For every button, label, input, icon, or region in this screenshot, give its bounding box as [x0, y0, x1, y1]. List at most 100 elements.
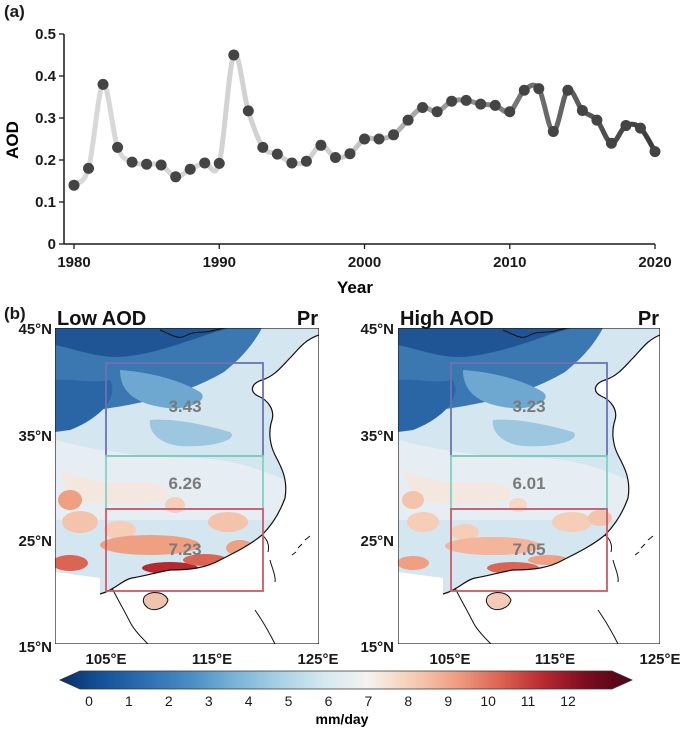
south-box-value: 7.23 — [168, 540, 201, 559]
aod-point-2011 — [518, 84, 530, 96]
aod-point-1981 — [83, 162, 95, 174]
aod-point-2015 — [576, 104, 588, 116]
aod-point-1988 — [184, 163, 196, 175]
x-tick-label: 2000 — [348, 254, 381, 271]
panel-b-letter: (b) — [4, 304, 26, 323]
lat-label: 35°N — [360, 428, 394, 445]
lat-label: 15°N — [18, 639, 52, 656]
aod-point-1983 — [112, 141, 124, 153]
aod-point-1999 — [344, 148, 356, 160]
aod-point-2019 — [634, 122, 646, 134]
aod-point-1995 — [286, 157, 298, 169]
lon-label: 115°E — [535, 651, 575, 668]
aod-point-1996 — [300, 155, 312, 167]
colorbar-tick-label: 12 — [560, 693, 576, 709]
north-box-value: 3.23 — [512, 397, 545, 416]
y-tick-label: 0.4 — [35, 68, 57, 85]
lon-label: 105°E — [429, 651, 470, 668]
y-tick-label: 0.3 — [35, 110, 56, 127]
aod-point-1997 — [315, 139, 327, 151]
lat-label: 15°N — [360, 639, 394, 656]
aod-point-2014 — [562, 84, 574, 96]
hainan-island — [142, 592, 169, 611]
aod-point-1998 — [329, 151, 341, 163]
colorbar-tick-label: 10 — [480, 693, 496, 709]
map-variable: Pr — [638, 308, 659, 330]
aod-point-1994 — [271, 148, 283, 160]
aod-point-2001 — [373, 133, 385, 145]
colorbar-tick-label: 8 — [404, 693, 412, 709]
aod-point-2007 — [460, 94, 472, 106]
y-tick-label: 0.5 — [35, 26, 56, 43]
aod-time-series-chart: 0 0.1 0.2 0.3 0.4 0.5 1980 1990 2000 2010 2020 AO… — [3, 26, 672, 297]
aod-point-1992 — [242, 105, 254, 117]
lat-label: 35°N — [18, 428, 52, 445]
lon-label: 125°E — [297, 651, 338, 668]
colorbar-tick-label: 5 — [285, 693, 293, 709]
map-high-aod: 3.23 6.01 7.05 High AOD Pr 45°N 35°N 25°… — [360, 308, 680, 668]
north-box-value: 3.43 — [168, 397, 201, 416]
colorbar-tick-label: 3 — [205, 693, 213, 709]
aod-point-2003 — [402, 114, 414, 126]
region-box-south — [105, 508, 264, 592]
aod-point-1985 — [141, 158, 153, 170]
hainan-island — [485, 592, 512, 611]
ocean-area — [443, 328, 660, 644]
lat-label: 45°N — [360, 321, 394, 338]
lat-label: 25°N — [360, 533, 394, 550]
y-tick-label: 0 — [48, 236, 56, 253]
lon-label: 115°E — [192, 651, 232, 668]
y-tick-label: 0.1 — [35, 194, 56, 211]
aod-series-points — [68, 49, 661, 191]
aod-point-2018 — [620, 120, 632, 132]
aod-point-1986 — [155, 159, 167, 171]
aod-point-2006 — [446, 95, 458, 107]
colorbar-tick-label: 6 — [325, 693, 333, 709]
colorbar-label: mm/day — [316, 711, 369, 727]
coastline — [442, 334, 660, 595]
x-ticks: 1980 1990 2000 2010 2020 — [57, 244, 672, 271]
aod-point-1987 — [170, 171, 182, 183]
aod-point-2013 — [547, 125, 559, 137]
aod-point-2017 — [605, 137, 617, 149]
x-tick-label: 2020 — [638, 254, 671, 271]
panel-a-letter: (a) — [4, 2, 25, 21]
aod-point-2002 — [388, 129, 400, 141]
aod-point-2005 — [431, 106, 443, 118]
aod-point-1980 — [68, 179, 80, 191]
lat-label: 25°N — [18, 533, 52, 550]
aod-point-1984 — [126, 156, 138, 168]
x-axis-label: Year — [337, 278, 373, 297]
aod-point-1990 — [213, 157, 225, 169]
x-tick-label: 1980 — [57, 254, 90, 271]
map-title: Low AOD — [57, 308, 146, 330]
colorbar-tick-label: 9 — [444, 693, 452, 709]
colorbar: 0 1 2 3 4 5 6 7 8 9 10 11 12 mm/day — [59, 670, 633, 727]
aod-point-1989 — [199, 157, 211, 169]
colorbar-tick-label: 4 — [245, 693, 253, 709]
y-ticks: 0 0.1 0.2 0.3 0.4 0.5 — [35, 26, 64, 253]
central-box-value: 6.01 — [512, 474, 545, 493]
aod-point-2012 — [533, 83, 545, 95]
aod-point-2009 — [489, 99, 501, 111]
aod-point-2020 — [649, 146, 661, 158]
map-variable: Pr — [297, 308, 318, 330]
colorbar-tick-label: 7 — [365, 693, 373, 709]
ocean-area — [100, 328, 319, 644]
lon-label: 125°E — [639, 651, 680, 668]
aod-point-1991 — [228, 49, 240, 61]
aod-point-2004 — [417, 102, 429, 113]
coastline — [99, 334, 319, 595]
y-axis-label: AOD — [3, 121, 22, 159]
aod-point-1982 — [97, 78, 109, 90]
y-tick-label: 0.2 — [35, 152, 56, 169]
aod-point-2010 — [504, 106, 516, 118]
colorbar-tick-label: 11 — [521, 693, 536, 709]
colorbar-tick-label: 2 — [165, 693, 173, 709]
colorbar-tick-label: 1 — [125, 693, 133, 709]
central-box-value: 6.26 — [168, 474, 201, 493]
colorbar-tick-label: 0 — [85, 693, 93, 709]
colorbar-bar — [59, 670, 633, 690]
aod-point-1993 — [257, 141, 269, 153]
